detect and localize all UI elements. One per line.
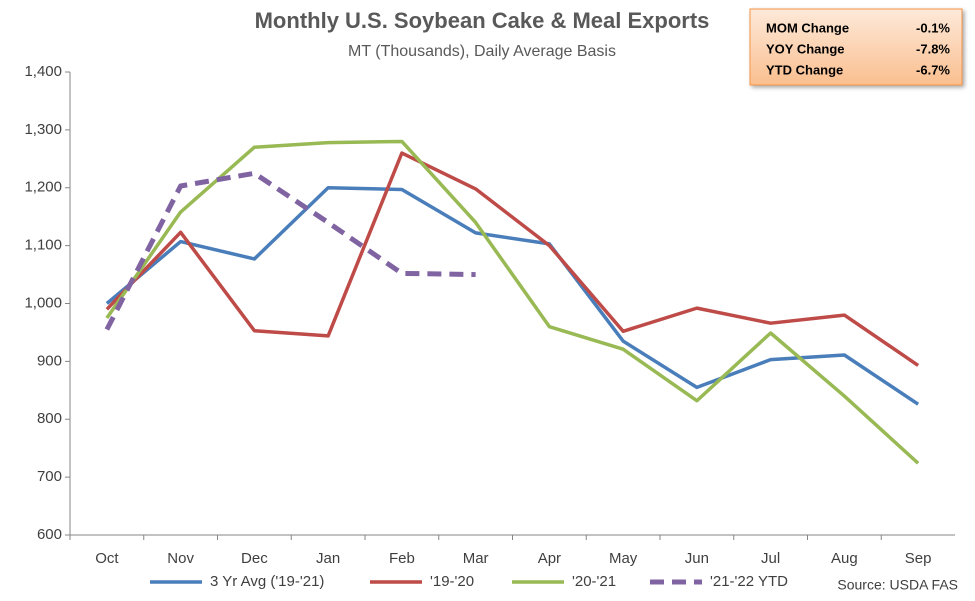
y-tick-label: 1,000 [24,294,62,311]
legend-label: '20-'21 [572,573,616,590]
source: Source: USDA FAS [837,577,958,593]
chart-subtitle: MT (Thousands), Daily Average Basis [348,43,616,60]
y-tick-label: 1,200 [24,179,62,196]
y-tick-label: 800 [37,410,62,427]
y-tick-label: 1,100 [24,237,62,254]
x-tick-label: May [609,550,638,567]
y-tick-label: 1,300 [24,121,62,138]
x-tick-label: Mar [463,550,489,567]
x-tick-label: Dec [241,550,268,567]
y-tick-label: 900 [37,352,62,369]
y-tick-label: 600 [37,526,62,543]
x-tick-label: Aug [831,550,858,567]
summary-value: -6.7% [916,62,950,77]
x-tick-label: Oct [95,550,119,567]
series-line [104,170,476,331]
x-tick-label: Jan [316,550,340,567]
summary-label: MOM Change [766,20,849,35]
y-tick-label: 700 [37,468,62,485]
x-tick-label: Nov [167,550,194,567]
summary-label: YTD Change [766,62,843,77]
summary-box-bg [749,8,963,86]
series-line [105,186,920,406]
legend-label: 3 Yr Avg ('19-'21) [210,573,324,590]
x-tick-label: Apr [538,550,561,567]
legend-label: '19-'20 [430,573,474,590]
summary-box: MOM Change -0.1% YOY Change -7.8% YTD Change… [749,8,963,86]
series-line [105,151,920,367]
summary-value: -0.1% [916,20,950,35]
x-tick-label: Feb [389,550,415,567]
chart-title: Monthly U.S. Soybean Cake & Meal Exports [255,8,710,33]
legend-label: '21-'22 YTD [710,573,788,590]
x-tick-label: Sep [905,550,932,567]
x-tick-label: Jun [685,550,709,567]
x-tick-label: Jul [761,550,780,567]
series-line [105,139,920,465]
summary-value: -7.8% [916,41,950,56]
summary-label: YOY Change [766,41,845,56]
y-tick-label: 1,400 [24,63,62,80]
